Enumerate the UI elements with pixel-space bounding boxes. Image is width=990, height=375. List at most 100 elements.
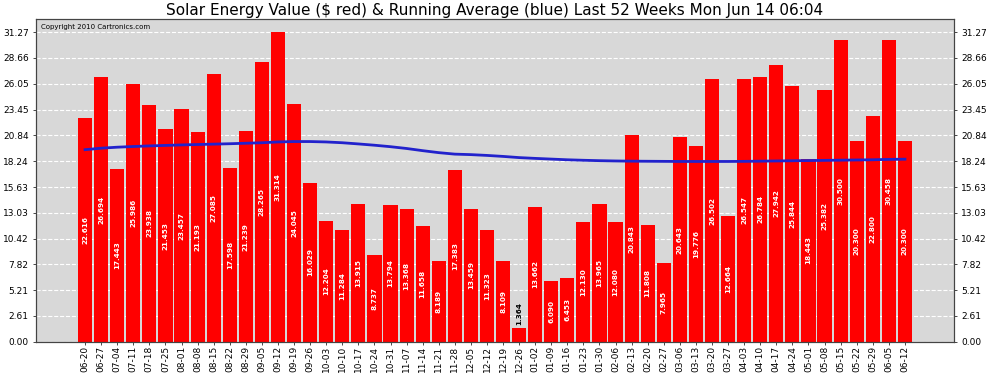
Text: 8.109: 8.109 bbox=[500, 290, 506, 313]
Text: 20.300: 20.300 bbox=[853, 227, 859, 255]
Text: 25.844: 25.844 bbox=[789, 200, 795, 228]
Text: 17.598: 17.598 bbox=[227, 241, 233, 269]
Bar bbox=[721, 216, 736, 342]
Text: Copyright 2010 Cartronics.com: Copyright 2010 Cartronics.com bbox=[41, 24, 150, 30]
Text: 12.130: 12.130 bbox=[580, 268, 586, 296]
Bar bbox=[625, 135, 639, 342]
Text: 19.776: 19.776 bbox=[693, 230, 699, 258]
Text: 26.784: 26.784 bbox=[757, 195, 763, 223]
Text: 6.090: 6.090 bbox=[548, 300, 554, 323]
Text: 20.300: 20.300 bbox=[902, 227, 908, 255]
Bar bbox=[834, 40, 847, 342]
Bar bbox=[416, 226, 430, 342]
Bar bbox=[303, 183, 317, 342]
Text: 31.314: 31.314 bbox=[275, 173, 281, 201]
Text: 20.843: 20.843 bbox=[629, 225, 635, 252]
Bar bbox=[351, 204, 365, 342]
Bar bbox=[544, 282, 558, 342]
Bar bbox=[400, 209, 414, 342]
Text: 17.443: 17.443 bbox=[114, 242, 120, 269]
Text: 13.662: 13.662 bbox=[533, 260, 539, 288]
Text: 27.085: 27.085 bbox=[211, 194, 217, 222]
Text: 20.643: 20.643 bbox=[677, 226, 683, 254]
Bar bbox=[383, 205, 398, 342]
Text: 21.193: 21.193 bbox=[195, 223, 201, 251]
Bar bbox=[785, 86, 800, 342]
Text: 23.938: 23.938 bbox=[147, 209, 152, 237]
Text: 21.453: 21.453 bbox=[162, 222, 168, 249]
Bar bbox=[480, 230, 494, 342]
Bar bbox=[609, 222, 623, 342]
Text: 26.547: 26.547 bbox=[742, 196, 747, 224]
Bar bbox=[239, 132, 252, 342]
Bar bbox=[802, 159, 816, 342]
Text: 25.382: 25.382 bbox=[822, 202, 828, 230]
Bar bbox=[673, 137, 687, 342]
Text: 25.986: 25.986 bbox=[131, 199, 137, 227]
Text: 24.045: 24.045 bbox=[291, 209, 297, 237]
Bar bbox=[126, 84, 141, 342]
Text: 11.808: 11.808 bbox=[644, 269, 650, 297]
Bar bbox=[367, 255, 381, 342]
Bar bbox=[592, 204, 607, 342]
Bar bbox=[78, 118, 92, 342]
Text: 17.383: 17.383 bbox=[451, 242, 457, 270]
Bar bbox=[190, 132, 205, 342]
Bar bbox=[512, 328, 527, 342]
Text: 7.965: 7.965 bbox=[660, 291, 667, 314]
Bar bbox=[254, 62, 269, 342]
Bar bbox=[898, 141, 912, 342]
Bar bbox=[271, 32, 285, 342]
Text: 12.664: 12.664 bbox=[725, 265, 731, 293]
Bar bbox=[319, 221, 334, 342]
Bar bbox=[738, 79, 751, 342]
Text: 13.794: 13.794 bbox=[387, 260, 393, 287]
Bar bbox=[496, 261, 510, 342]
Text: 13.965: 13.965 bbox=[597, 259, 603, 287]
Bar bbox=[882, 40, 896, 342]
Text: 8.189: 8.189 bbox=[436, 290, 442, 313]
Text: 28.265: 28.265 bbox=[259, 188, 265, 216]
Bar bbox=[174, 110, 188, 342]
Text: 1.364: 1.364 bbox=[516, 303, 522, 326]
Text: 27.942: 27.942 bbox=[773, 189, 779, 217]
Bar bbox=[336, 230, 349, 342]
Text: 8.737: 8.737 bbox=[371, 287, 377, 310]
Bar bbox=[94, 77, 108, 342]
Bar bbox=[223, 168, 237, 342]
Bar bbox=[463, 209, 478, 342]
Bar bbox=[865, 116, 880, 342]
Bar bbox=[432, 261, 446, 342]
Bar bbox=[689, 146, 703, 342]
Text: 13.368: 13.368 bbox=[404, 262, 410, 290]
Text: 22.616: 22.616 bbox=[82, 216, 88, 244]
Text: 6.453: 6.453 bbox=[564, 298, 570, 321]
Text: 30.458: 30.458 bbox=[886, 177, 892, 205]
Bar bbox=[576, 222, 590, 342]
Bar bbox=[207, 74, 221, 342]
Bar bbox=[818, 90, 832, 342]
Bar bbox=[143, 105, 156, 342]
Text: 11.323: 11.323 bbox=[484, 272, 490, 300]
Text: 11.658: 11.658 bbox=[420, 270, 426, 298]
Text: 22.800: 22.800 bbox=[870, 215, 876, 243]
Bar bbox=[641, 225, 654, 342]
Bar bbox=[656, 263, 671, 342]
Bar bbox=[158, 129, 172, 342]
Bar bbox=[769, 65, 783, 342]
Text: 12.080: 12.080 bbox=[613, 268, 619, 296]
Bar bbox=[287, 104, 301, 342]
Text: 18.443: 18.443 bbox=[806, 237, 812, 264]
Bar bbox=[528, 207, 543, 342]
Title: Solar Energy Value ($ red) & Running Average (blue) Last 52 Weeks Mon Jun 14 06:: Solar Energy Value ($ red) & Running Ave… bbox=[166, 3, 824, 18]
Bar bbox=[753, 76, 767, 342]
Bar bbox=[447, 170, 462, 342]
Text: 13.459: 13.459 bbox=[468, 261, 474, 289]
Bar bbox=[705, 80, 719, 342]
Text: 21.239: 21.239 bbox=[243, 223, 248, 251]
Text: 11.284: 11.284 bbox=[340, 272, 346, 300]
Bar bbox=[110, 169, 125, 342]
Text: 26.694: 26.694 bbox=[98, 195, 104, 223]
Text: 30.500: 30.500 bbox=[838, 177, 843, 205]
Text: 16.029: 16.029 bbox=[307, 248, 313, 276]
